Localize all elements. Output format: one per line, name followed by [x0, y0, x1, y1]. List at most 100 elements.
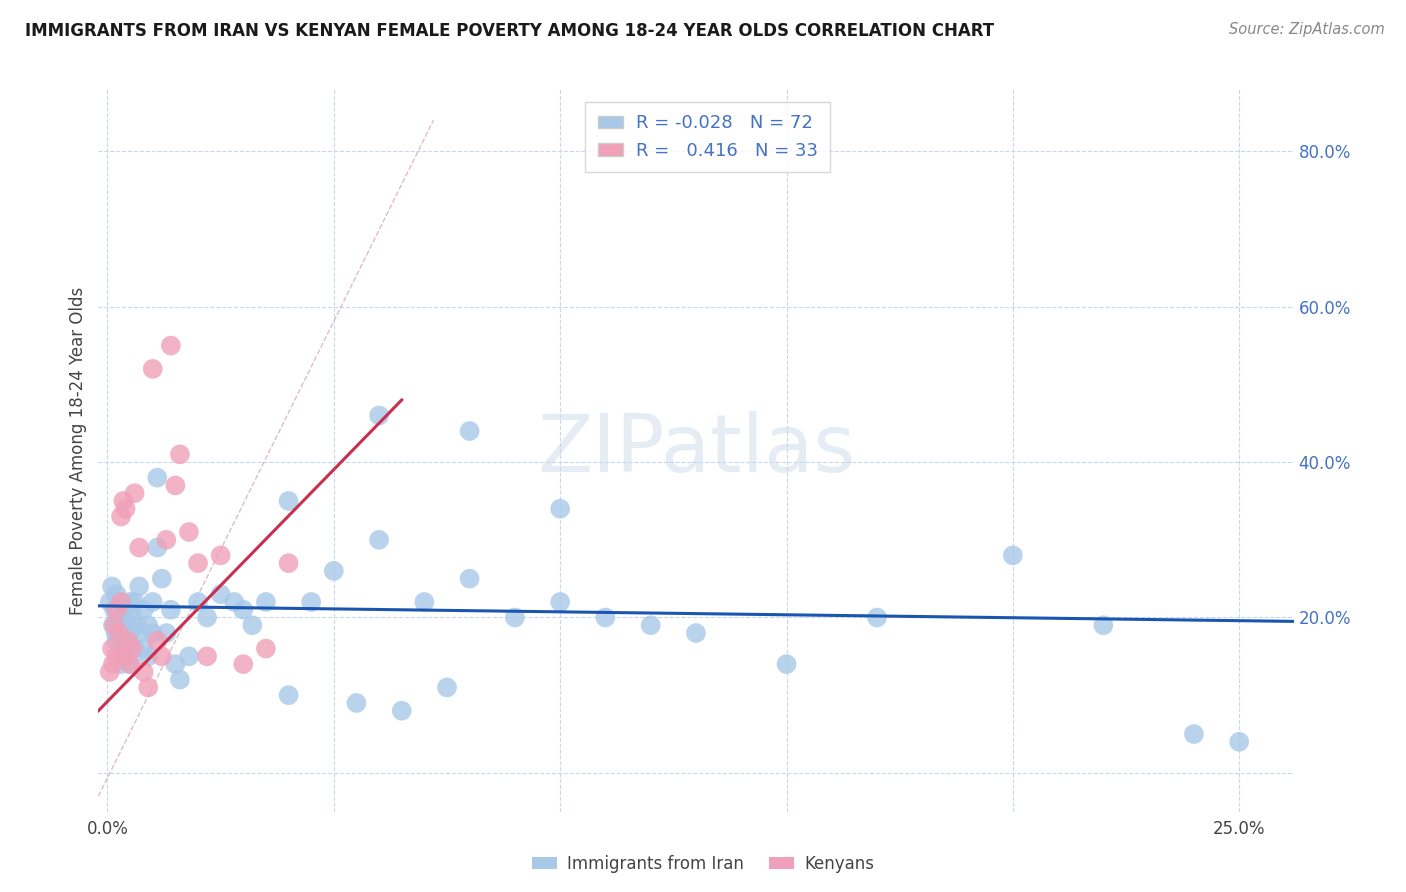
- Point: [277, 494, 299, 508]
- Point: [121, 641, 143, 656]
- Point: [101, 618, 124, 632]
- Point: [254, 595, 277, 609]
- Point: [125, 618, 148, 632]
- Point: [98, 595, 121, 609]
- Point: [142, 626, 165, 640]
- Point: [124, 486, 146, 500]
- Point: [169, 673, 191, 687]
- Legend: Immigrants from Iran, Kenyans: Immigrants from Iran, Kenyans: [526, 848, 880, 880]
- Point: [685, 626, 707, 640]
- Point: [105, 603, 128, 617]
- Legend: R = -0.028   N = 72, R =   0.416   N = 33: R = -0.028 N = 72, R = 0.416 N = 33: [585, 102, 831, 172]
- Point: [1182, 727, 1205, 741]
- Point: [105, 633, 128, 648]
- Point: [146, 541, 169, 555]
- Point: [111, 610, 134, 624]
- Point: [128, 579, 150, 593]
- Point: [114, 649, 136, 664]
- Point: [132, 603, 155, 617]
- Point: [866, 610, 889, 624]
- Point: [117, 633, 139, 648]
- Point: [146, 633, 169, 648]
- Point: [413, 595, 436, 609]
- Point: [136, 681, 159, 695]
- Point: [107, 610, 129, 624]
- Point: [299, 595, 322, 609]
- Point: [112, 626, 135, 640]
- Point: [195, 610, 218, 624]
- Point: [548, 595, 571, 609]
- Point: [114, 501, 136, 516]
- Point: [187, 556, 209, 570]
- Point: [128, 541, 150, 555]
- Point: [110, 595, 132, 609]
- Y-axis label: Female Poverty Among 18-24 Year Olds: Female Poverty Among 18-24 Year Olds: [69, 286, 87, 615]
- Point: [155, 626, 177, 640]
- Point: [136, 618, 159, 632]
- Point: [240, 618, 263, 632]
- Point: [104, 626, 127, 640]
- Point: [112, 494, 135, 508]
- Point: [110, 509, 132, 524]
- Point: [458, 424, 481, 438]
- Point: [155, 533, 177, 547]
- Point: [107, 618, 129, 632]
- Point: [110, 641, 132, 656]
- Point: [322, 564, 344, 578]
- Point: [209, 549, 232, 563]
- Point: [128, 626, 150, 640]
- Point: [458, 572, 481, 586]
- Point: [436, 681, 458, 695]
- Point: [115, 618, 138, 632]
- Point: [195, 649, 218, 664]
- Point: [101, 657, 124, 672]
- Text: IMMIGRANTS FROM IRAN VS KENYAN FEMALE POVERTY AMONG 18-24 YEAR OLDS CORRELATION : IMMIGRANTS FROM IRAN VS KENYAN FEMALE PO…: [25, 22, 994, 40]
- Point: [142, 362, 165, 376]
- Point: [105, 587, 128, 601]
- Point: [150, 649, 173, 664]
- Point: [1001, 549, 1024, 563]
- Point: [232, 603, 254, 617]
- Point: [124, 641, 146, 656]
- Text: Source: ZipAtlas.com: Source: ZipAtlas.com: [1229, 22, 1385, 37]
- Point: [187, 595, 209, 609]
- Point: [775, 657, 797, 672]
- Point: [120, 595, 142, 609]
- Point: [232, 657, 254, 672]
- Point: [177, 524, 200, 539]
- Point: [1092, 618, 1115, 632]
- Point: [132, 665, 155, 679]
- Point: [254, 641, 277, 656]
- Point: [132, 641, 155, 656]
- Point: [114, 603, 136, 617]
- Point: [368, 533, 391, 547]
- Point: [548, 501, 571, 516]
- Point: [120, 657, 142, 672]
- Point: [142, 595, 165, 609]
- Point: [107, 626, 129, 640]
- Point: [160, 603, 183, 617]
- Point: [165, 657, 187, 672]
- Point: [1227, 735, 1250, 749]
- Point: [503, 610, 526, 624]
- Point: [101, 641, 124, 656]
- Point: [117, 633, 139, 648]
- Point: [105, 649, 128, 664]
- Point: [169, 447, 191, 461]
- Point: [165, 478, 187, 492]
- Point: [640, 618, 662, 632]
- Point: [224, 595, 246, 609]
- Point: [124, 595, 146, 609]
- Point: [146, 470, 169, 484]
- Point: [150, 572, 173, 586]
- Point: [121, 610, 143, 624]
- Point: [120, 657, 142, 672]
- Point: [110, 657, 132, 672]
- Point: [177, 649, 200, 664]
- Point: [346, 696, 368, 710]
- Point: [101, 579, 124, 593]
- Point: [595, 610, 617, 624]
- Point: [209, 587, 232, 601]
- Point: [98, 665, 121, 679]
- Text: ZIPatlas: ZIPatlas: [537, 411, 855, 490]
